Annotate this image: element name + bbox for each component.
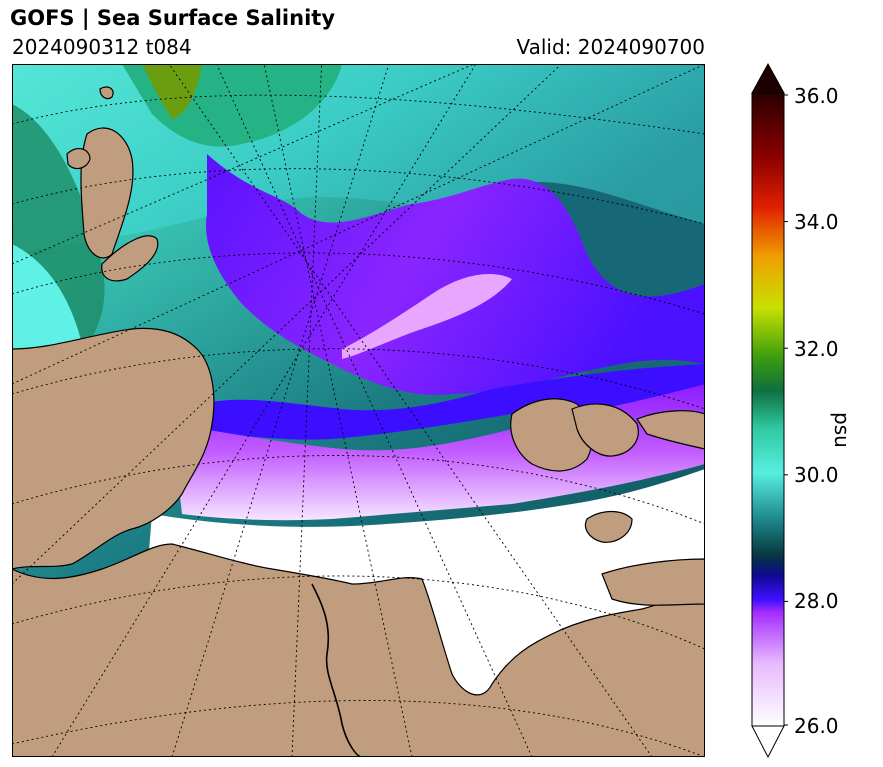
salinity-map bbox=[12, 64, 705, 757]
freshest-plume-core bbox=[342, 274, 512, 359]
colorbar-tick-label: 26.0 bbox=[794, 714, 839, 738]
fresh-water-plume bbox=[206, 154, 705, 395]
colorbar-graphic bbox=[751, 62, 789, 759]
land-island-east-c bbox=[636, 410, 705, 450]
valid-time-label: Valid: 2024090700 bbox=[516, 35, 705, 59]
colorbar-ticks bbox=[784, 94, 789, 726]
run-time-label: 2024090312 t084 bbox=[12, 35, 192, 59]
olive-water bbox=[142, 64, 202, 119]
colorbar-tick-label: 28.0 bbox=[794, 589, 839, 613]
colorbar-tick-label: 30.0 bbox=[794, 463, 839, 487]
colorbar-ramp bbox=[751, 92, 785, 727]
colorbar-tick-label: 36.0 bbox=[794, 84, 839, 108]
land-island-east-b bbox=[571, 403, 639, 457]
map-canvas bbox=[12, 64, 705, 757]
colorbar-unit-label: psu bbox=[830, 412, 854, 448]
land-island-east-a bbox=[510, 398, 593, 472]
graticule-meridians bbox=[12, 64, 705, 757]
colorbar-tick-label: 32.0 bbox=[794, 337, 839, 361]
cyan-coastal-water bbox=[12, 244, 82, 364]
colorbar-max-extend bbox=[751, 62, 785, 94]
land-island-southeast bbox=[601, 558, 705, 606]
land-island-small bbox=[584, 510, 633, 543]
colorbar-tick-label: 34.0 bbox=[794, 210, 839, 234]
blue-band bbox=[202, 364, 705, 440]
plot-title: GOFS | Sea Surface Salinity bbox=[10, 6, 336, 30]
land-islet-b bbox=[99, 86, 114, 100]
graticule-parallels bbox=[12, 94, 705, 757]
colorbar-min-extend bbox=[751, 725, 785, 759]
land-siberia bbox=[12, 543, 705, 757]
map-frame bbox=[12, 64, 705, 757]
land-islet-a bbox=[66, 147, 91, 170]
river-line bbox=[311, 583, 363, 757]
colorbar bbox=[748, 60, 789, 762]
